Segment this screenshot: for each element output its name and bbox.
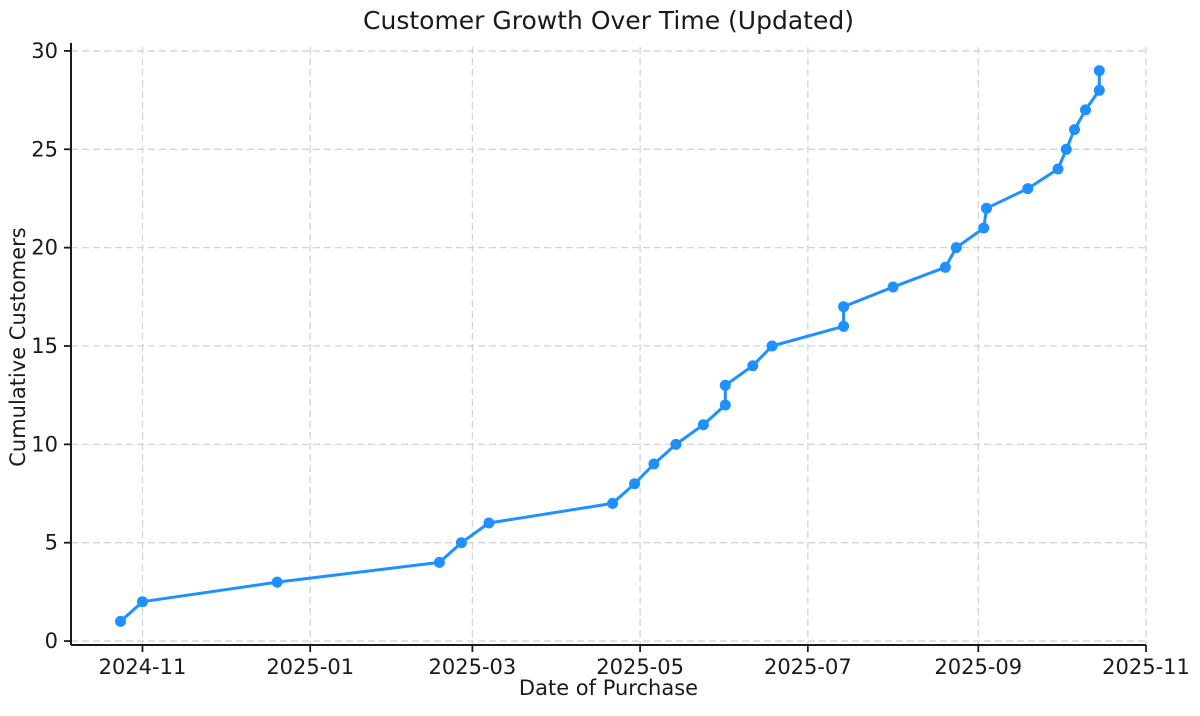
data-point-marker <box>670 438 682 450</box>
x-tick-label: 2025-05 <box>596 655 684 679</box>
x-tick-label: 2025-07 <box>764 655 852 679</box>
chart-title: Customer Growth Over Time (Updated) <box>363 6 854 35</box>
data-point-marker <box>1069 124 1080 136</box>
y-tick-label: 30 <box>31 39 58 63</box>
data-point-marker <box>455 537 467 549</box>
data-point-marker <box>978 222 990 234</box>
data-point-marker <box>747 360 759 372</box>
data-point-marker <box>433 556 445 568</box>
data-point-marker <box>115 615 126 627</box>
data-point-marker <box>887 281 899 293</box>
y-tick-label: 15 <box>31 334 58 358</box>
x-tick-label: 2024-11 <box>99 655 187 679</box>
y-tick-label: 20 <box>31 236 58 260</box>
data-point-marker <box>1093 65 1105 77</box>
data-point-marker <box>838 320 850 332</box>
y-tick-label: 0 <box>45 629 58 653</box>
x-tick-label: 2025-11 <box>1102 655 1190 679</box>
data-point-marker <box>483 517 495 529</box>
data-point-marker <box>629 478 641 490</box>
y-tick-label: 25 <box>31 137 58 161</box>
data-point-marker <box>1052 163 1064 175</box>
data-point-marker <box>1080 104 1091 116</box>
data-point-marker <box>1093 84 1105 96</box>
data-point-marker <box>648 458 660 470</box>
y-axis-label-text: Cumulative Customers <box>6 227 30 467</box>
data-point-marker <box>1022 183 1034 195</box>
data-point-marker <box>719 379 731 391</box>
data-point-marker <box>607 497 619 509</box>
y-tick-label: 5 <box>45 531 58 555</box>
data-point-marker <box>838 301 850 313</box>
x-tick-label: 2025-01 <box>266 655 354 679</box>
data-point-marker <box>719 399 731 411</box>
data-point-marker <box>981 202 992 214</box>
data-point-marker <box>271 576 283 588</box>
x-tick-label: 2025-03 <box>429 655 517 679</box>
x-axis-label: Date of Purchase <box>518 676 699 700</box>
data-point-marker <box>766 340 778 352</box>
data-point-marker <box>950 242 962 254</box>
x-tick-label: 2025-09 <box>934 655 1022 679</box>
data-point-marker <box>939 261 951 273</box>
data-point-marker <box>137 596 148 608</box>
data-point-marker <box>1060 143 1072 155</box>
y-tick-label: 10 <box>31 432 58 456</box>
data-point-marker <box>697 419 709 431</box>
